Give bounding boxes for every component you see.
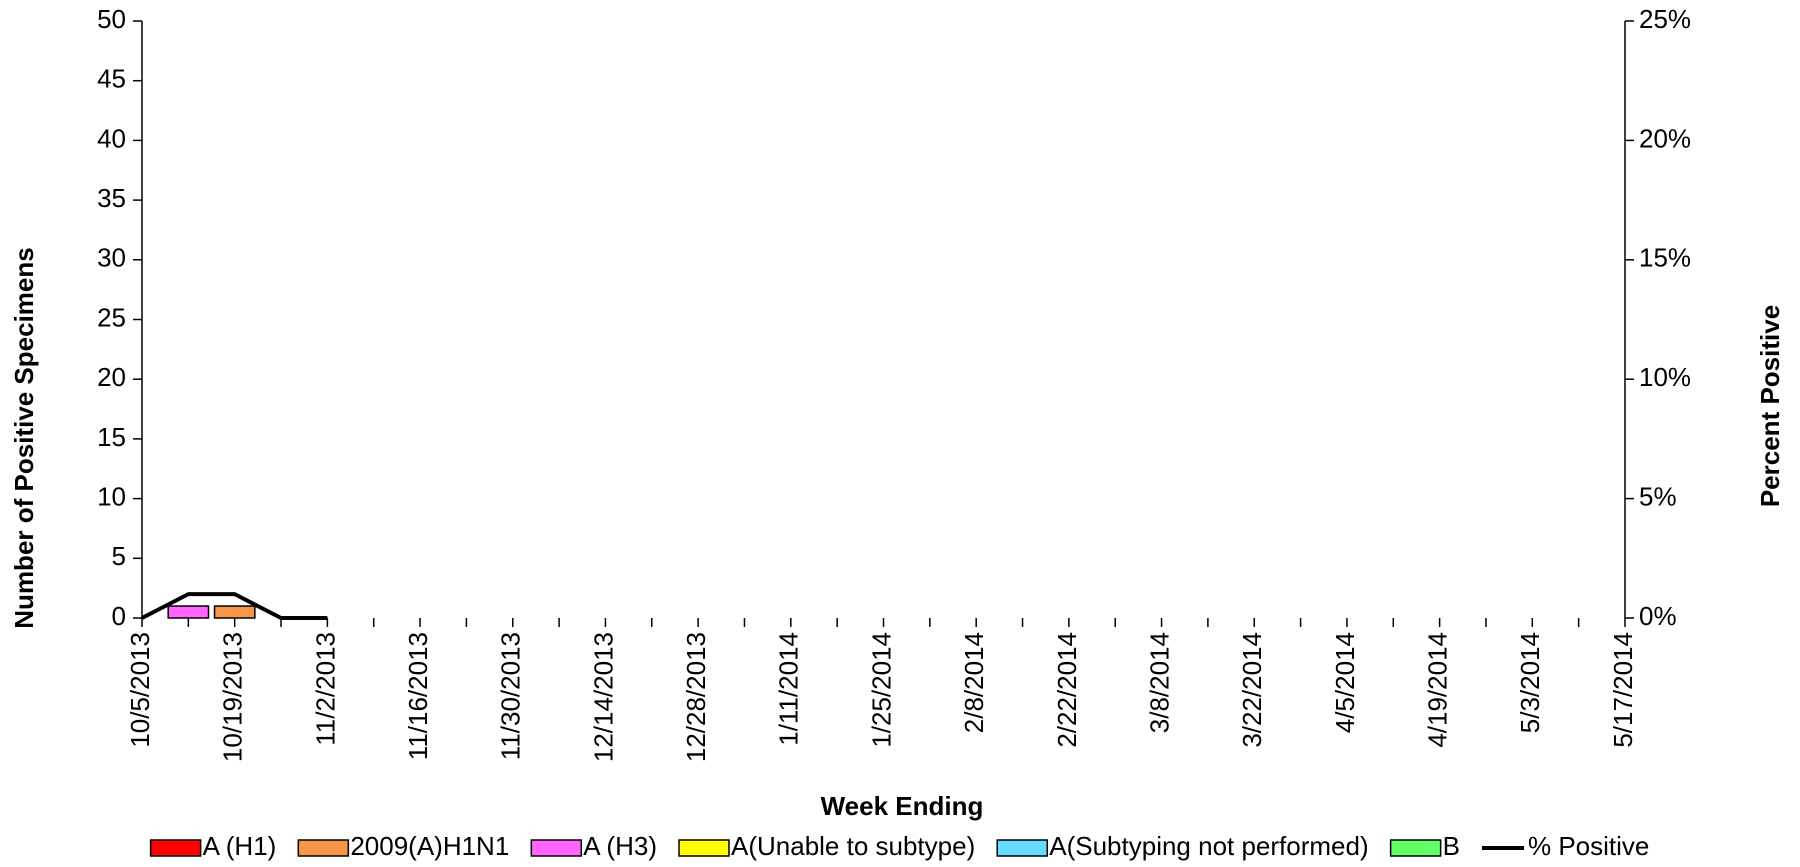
y-tick-label: 25 (97, 302, 126, 332)
y-tick-label: 30 (97, 243, 126, 273)
bar (167, 605, 210, 619)
x-tick-label: 1/11/2014 (774, 632, 804, 746)
x-tick-label: 5/17/2014 (1608, 632, 1638, 748)
x-tick-label: 2/22/2014 (1052, 632, 1082, 748)
x-tick-label: 4/5/2014 (1330, 632, 1360, 733)
legend-label: A(Unable to subtype) (731, 831, 975, 861)
x-tick-label: 10/5/2013 (125, 632, 155, 748)
x-tick-label: 11/2/2013 (310, 632, 340, 746)
y-tick-label: 50 (97, 4, 126, 34)
x-tick-label: 3/22/2014 (1237, 632, 1267, 748)
legend-label: 2009(A)H1N1 (350, 831, 509, 861)
legend-swatch (149, 839, 202, 857)
y2-tick-label: 0% (1639, 601, 1677, 631)
legend-swatch (530, 839, 583, 857)
legend-label: B (1443, 831, 1460, 861)
line-series (141, 592, 328, 620)
x-tick-label: 5/3/2014 (1515, 632, 1545, 733)
legend-swatch (996, 839, 1048, 857)
legend-label: A(Subtyping not performed) (1049, 831, 1368, 861)
y-tick-label: 5 (112, 541, 126, 571)
y-axis-title: Number of Positive Specimens (9, 247, 39, 628)
y2-tick-label: 10% (1639, 362, 1691, 392)
x-tick-label: 11/30/2013 (496, 632, 526, 760)
legend-swatch (678, 839, 730, 857)
y2-tick-label: 20% (1639, 123, 1691, 153)
y-tick-label: 0 (112, 601, 126, 631)
x-tick-label: 12/28/2013 (681, 632, 711, 762)
x-tick-label: 2/8/2014 (959, 632, 989, 733)
y2-tick-label: 5% (1639, 481, 1677, 511)
y-tick-label: 35 (97, 183, 126, 213)
y-tick-label: 15 (97, 422, 126, 452)
bar (213, 605, 256, 619)
legend-swatch (1389, 839, 1442, 857)
y2-axis-title: Percent Positive (1755, 305, 1785, 507)
x-tick-label: 12/14/2013 (588, 632, 618, 762)
y-tick-label: 45 (97, 64, 126, 94)
y2-tick-label: 15% (1639, 243, 1691, 273)
y-tick-label: 10 (97, 481, 126, 511)
legend-label: % Positive (1528, 831, 1649, 861)
legend: A (H1) 2009(A)H1N1 A (H3) A(Unable to subty… (149, 831, 1649, 861)
legend-label: A (H1) (203, 831, 277, 861)
legend-swatch (297, 839, 350, 857)
x-tick-label: 1/25/2014 (866, 632, 896, 748)
y2-tick-label: 25% (1639, 4, 1691, 34)
y-tick-label: 20 (97, 362, 126, 392)
y-tick-label: 40 (97, 123, 126, 153)
x-axis-title: Week Ending (821, 791, 984, 821)
x-tick-label: 3/8/2014 (1144, 632, 1174, 733)
x-tick-label: 11/16/2013 (403, 632, 433, 760)
x-tick-label: 10/19/2013 (218, 632, 248, 762)
legend-label: A (H3) (583, 831, 657, 861)
x-tick-label: 4/19/2014 (1423, 632, 1453, 748)
